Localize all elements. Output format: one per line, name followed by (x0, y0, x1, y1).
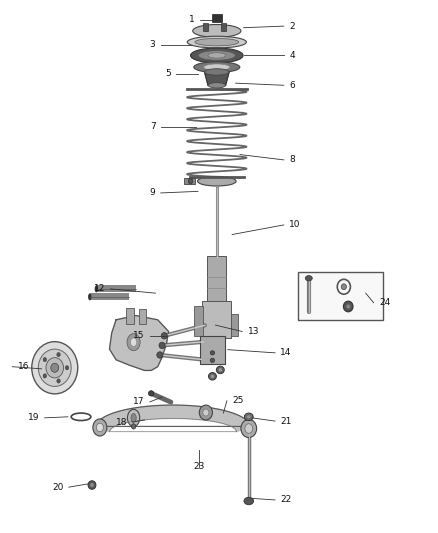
Ellipse shape (32, 342, 78, 394)
Text: 7: 7 (150, 123, 155, 131)
Ellipse shape (208, 373, 216, 380)
Text: 16: 16 (18, 362, 29, 371)
Ellipse shape (205, 69, 229, 75)
Text: 23: 23 (194, 463, 205, 471)
Ellipse shape (341, 284, 346, 290)
Polygon shape (96, 405, 250, 432)
Bar (194, 306, 203, 336)
Ellipse shape (57, 352, 60, 357)
Bar (207, 256, 226, 304)
Ellipse shape (241, 419, 257, 438)
Text: 14: 14 (280, 349, 292, 357)
Ellipse shape (161, 333, 167, 339)
Ellipse shape (187, 36, 246, 48)
Text: 18: 18 (116, 418, 127, 426)
Ellipse shape (203, 409, 209, 416)
Ellipse shape (247, 415, 251, 419)
Ellipse shape (191, 48, 243, 63)
Bar (203, 23, 208, 31)
Ellipse shape (194, 62, 240, 72)
Ellipse shape (90, 483, 94, 487)
Ellipse shape (346, 304, 350, 309)
Ellipse shape (39, 349, 71, 386)
Text: 10: 10 (289, 221, 300, 229)
Ellipse shape (148, 391, 154, 396)
Ellipse shape (96, 423, 103, 432)
Ellipse shape (127, 409, 140, 426)
Ellipse shape (95, 286, 98, 292)
Bar (96, 286, 136, 292)
Text: 24: 24 (379, 298, 390, 307)
Ellipse shape (210, 351, 215, 355)
Bar (184, 178, 195, 184)
Ellipse shape (216, 366, 224, 374)
Text: 17: 17 (133, 398, 145, 406)
Ellipse shape (157, 352, 163, 358)
Text: 20: 20 (52, 483, 64, 491)
Ellipse shape (198, 51, 236, 60)
Text: 15: 15 (133, 332, 145, 340)
Ellipse shape (51, 364, 59, 372)
Ellipse shape (305, 276, 312, 281)
Polygon shape (110, 316, 169, 370)
Ellipse shape (131, 424, 136, 429)
Ellipse shape (88, 481, 96, 489)
Polygon shape (205, 72, 229, 85)
Bar (90, 293, 129, 301)
Ellipse shape (245, 424, 253, 433)
Ellipse shape (343, 301, 353, 312)
Text: 13: 13 (247, 327, 259, 336)
Ellipse shape (93, 419, 107, 436)
Text: 22: 22 (280, 496, 292, 504)
Ellipse shape (210, 358, 215, 362)
Bar (221, 23, 226, 31)
Ellipse shape (204, 64, 230, 70)
Ellipse shape (131, 414, 136, 422)
Ellipse shape (218, 368, 223, 372)
Text: 25: 25 (232, 397, 244, 405)
Ellipse shape (210, 374, 215, 378)
Ellipse shape (46, 358, 64, 378)
Ellipse shape (208, 53, 226, 58)
Ellipse shape (57, 379, 60, 383)
Text: 6: 6 (289, 81, 295, 90)
Ellipse shape (195, 38, 239, 46)
Text: 3: 3 (150, 41, 155, 49)
Ellipse shape (88, 293, 92, 301)
Bar (200, 336, 225, 364)
Text: 5: 5 (165, 69, 171, 78)
Text: 2: 2 (289, 22, 295, 30)
Bar (202, 301, 231, 338)
Ellipse shape (244, 413, 253, 421)
Text: 9: 9 (150, 189, 155, 197)
Ellipse shape (131, 338, 137, 346)
Text: 19: 19 (28, 414, 39, 422)
Bar (212, 14, 222, 22)
Bar (298, 272, 383, 320)
Ellipse shape (159, 342, 165, 349)
Text: 12: 12 (94, 285, 105, 293)
Text: 21: 21 (280, 417, 292, 425)
Bar (231, 314, 238, 336)
Ellipse shape (199, 405, 212, 420)
Bar (126, 308, 134, 324)
Text: 4: 4 (289, 51, 295, 60)
Ellipse shape (198, 176, 236, 186)
Ellipse shape (127, 334, 140, 351)
Ellipse shape (65, 366, 69, 370)
Text: 1: 1 (189, 15, 195, 24)
Text: 8: 8 (289, 156, 295, 164)
Ellipse shape (244, 497, 254, 505)
Bar (139, 309, 146, 324)
Ellipse shape (188, 179, 193, 184)
Ellipse shape (193, 25, 241, 37)
Ellipse shape (43, 358, 46, 362)
Ellipse shape (208, 83, 226, 88)
Ellipse shape (43, 374, 46, 378)
